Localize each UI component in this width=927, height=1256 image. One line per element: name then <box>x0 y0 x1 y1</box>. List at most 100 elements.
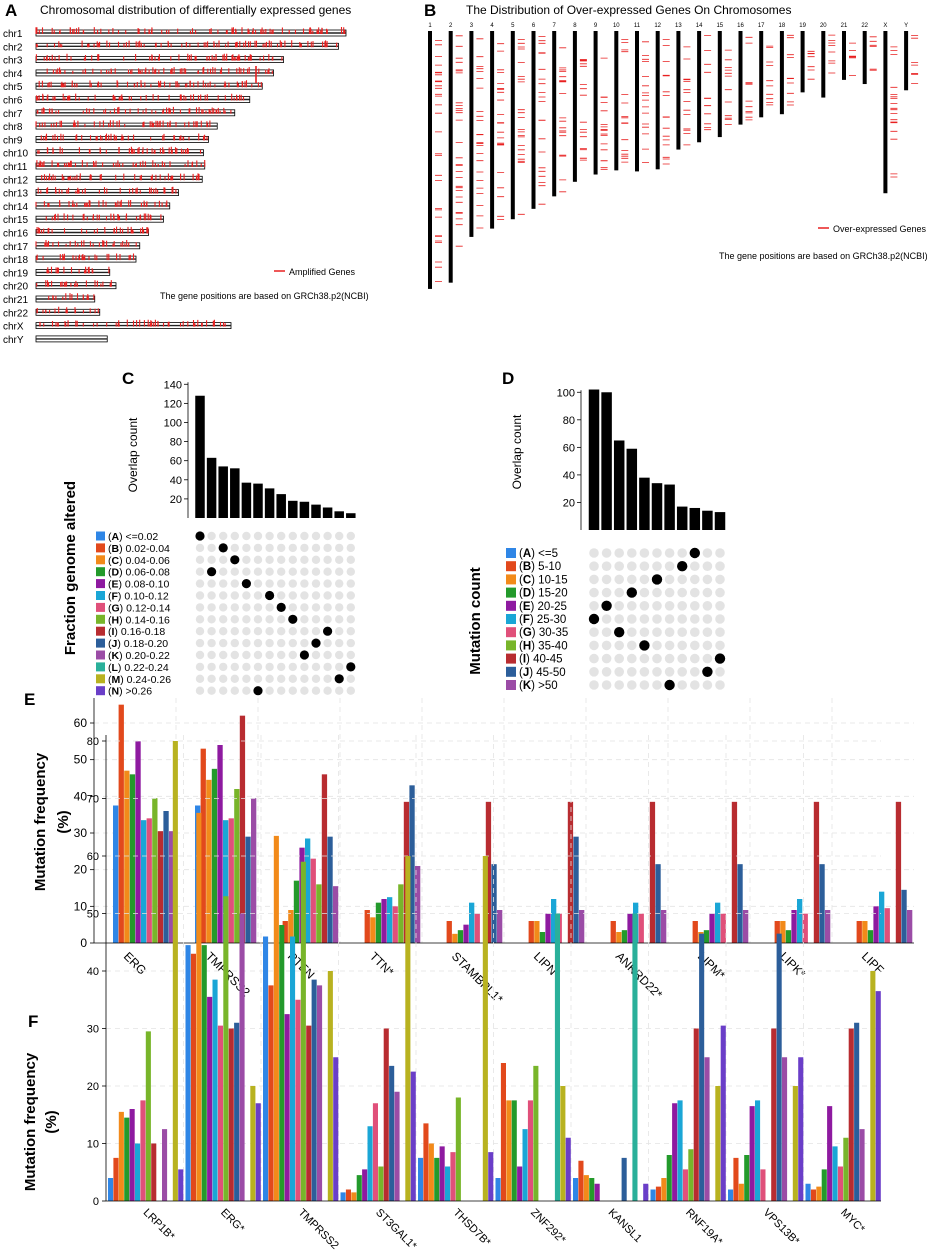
matrix-dot <box>242 615 251 624</box>
bar-st3gal1-m <box>405 856 411 1201</box>
matrix-dot <box>715 574 725 585</box>
y-axis-tick-label: 80 <box>87 736 99 748</box>
panel-f-y-axis-label-line1: Mutation frequency <box>22 1052 39 1191</box>
bar-znf292-c <box>506 1100 512 1201</box>
bar-myc-e <box>827 1106 833 1201</box>
matrix-dot <box>230 650 239 660</box>
panel-a: A Chromosomal distribution of differenti… <box>3 1 369 346</box>
panel-b-chromosome-bar <box>842 31 846 80</box>
matrix-dot <box>652 640 662 651</box>
panel-b-chromosome-bar <box>490 31 495 229</box>
overlap-count-bar <box>664 484 675 530</box>
matrix-dot <box>664 574 675 585</box>
panel-b-over-expressed-gene-marks <box>642 41 649 163</box>
legend-swatch <box>506 614 516 624</box>
overlap-count-bar <box>676 506 688 530</box>
x-axis-category-label: ST3GAL1* <box>373 1207 419 1253</box>
matrix-dot <box>715 640 725 651</box>
bar-st3gal1-f <box>367 1126 373 1201</box>
matrix-dot <box>652 653 662 664</box>
matrix-dot <box>715 561 725 571</box>
matrix-dot <box>253 531 263 541</box>
legend-swatch <box>96 567 105 577</box>
bar-rnf19a-j <box>699 933 705 1201</box>
panel-b-chromosome-label: 15 <box>716 23 723 29</box>
matrix-dot <box>627 548 637 558</box>
matrix-dot <box>652 614 662 624</box>
legend-label: (H) 0.14-0.16 <box>108 614 170 626</box>
legend-label: (F) 25-30 <box>519 614 566 626</box>
legend-swatch <box>506 640 516 651</box>
matrix-dot <box>219 567 228 576</box>
matrix-dot <box>195 686 205 695</box>
matrix-dot <box>195 662 205 672</box>
panel-a-amplified-gene-marks <box>38 80 262 88</box>
matrix-dot <box>346 555 355 564</box>
y-axis-tick-label: 40 <box>74 789 88 803</box>
bar-rnf19a-e <box>672 1103 678 1201</box>
matrix-dot <box>277 531 286 541</box>
bar-myc-j <box>854 1022 860 1201</box>
panel-b-karyogram: 1 2 3 4 5 6 7 8 9 10 11 12 13 14 15 16 17 18 19 20 21 22 X Y <box>428 23 919 289</box>
panel-b-chromosome-label: 3 <box>470 23 474 29</box>
bar-ttn-c <box>370 917 376 943</box>
y-axis-tick-label: 50 <box>74 753 88 767</box>
bar-ttn-d <box>375 902 382 943</box>
matrix-dot <box>195 638 205 648</box>
panel-b-over-expressed-gene-marks <box>600 57 608 170</box>
matrix-dot <box>219 591 228 600</box>
matrix-dot <box>589 627 599 637</box>
y-axis-tick-label: 20 <box>87 1081 99 1093</box>
panel-b-over-expressed-gene-marks <box>435 40 442 282</box>
panel-a-chromosome-label: chr21 <box>3 295 28 306</box>
matrix-dot <box>207 543 216 553</box>
y-axis-tick-label: 60 <box>170 456 182 468</box>
bar-vps13b-n <box>798 1057 804 1201</box>
y-axis-tick-label: 10 <box>87 1139 99 1151</box>
matrix-dot <box>277 627 286 636</box>
panel-b-chromosome-label: 12 <box>654 23 661 29</box>
matrix-dot <box>690 601 700 611</box>
matrix-dot-active <box>288 614 298 624</box>
bar-vps13b-b <box>733 1157 739 1201</box>
matrix-dot <box>323 686 332 695</box>
matrix-dot <box>677 614 687 624</box>
legend-swatch <box>96 555 105 565</box>
matrix-dot <box>230 531 239 541</box>
matrix-dot <box>715 548 725 558</box>
bar-myc-g <box>837 1166 843 1201</box>
matrix-dot <box>288 662 297 672</box>
bar-tmprss2-c <box>206 779 212 943</box>
panel-b-chromosome-label: 16 <box>737 23 744 29</box>
bar-kansl1-b <box>578 1160 584 1201</box>
matrix-dot <box>253 662 263 672</box>
bar-erg-b <box>190 953 196 1201</box>
panel-a-chromosome-label: chr4 <box>3 69 23 80</box>
matrix-dot <box>207 686 216 695</box>
matrix-dot <box>323 662 332 672</box>
legend-swatch <box>506 666 516 677</box>
matrix-dot <box>627 667 637 677</box>
bar-lipm-d <box>703 930 710 943</box>
panel-a-amplified-gene-marks <box>46 67 273 74</box>
panel-b-chromosome-label: 22 <box>861 23 868 29</box>
matrix-dot <box>219 531 228 541</box>
panel-a-amplified-gene-marks <box>36 280 112 287</box>
matrix-dot <box>614 667 624 677</box>
bar-lipn-i <box>567 801 574 943</box>
bar-thsd7b-d <box>434 1157 440 1201</box>
matrix-dot <box>690 627 700 637</box>
matrix-dot <box>300 531 309 541</box>
matrix-dot <box>311 615 321 624</box>
matrix-dot <box>323 638 332 648</box>
panel-a-amplified-gene-marks <box>35 240 137 247</box>
matrix-dot <box>288 686 297 695</box>
legend-swatch <box>96 686 105 696</box>
panel-a-amplified-gene-marks <box>39 319 226 327</box>
matrix-dot-active <box>614 627 625 638</box>
matrix-dot <box>207 615 216 624</box>
matrix-dot-active <box>714 653 726 664</box>
legend-label: (D) 0.06-0.08 <box>108 567 170 579</box>
matrix-dot <box>277 591 286 600</box>
bar-lipm-j <box>737 864 743 943</box>
